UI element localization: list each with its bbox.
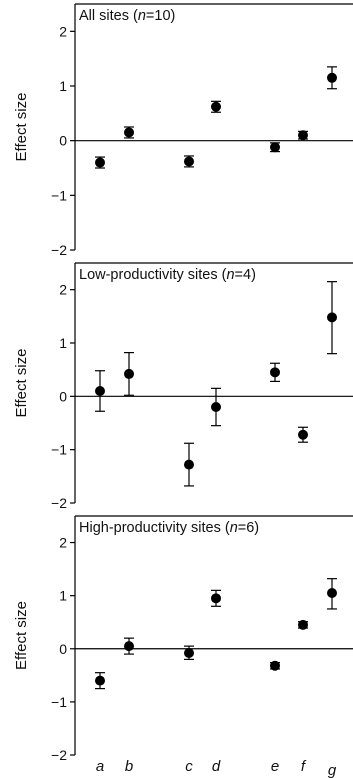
- data-point: [298, 619, 308, 630]
- data-point: [95, 386, 105, 396]
- x-category-label: c: [185, 758, 193, 775]
- data-point: [270, 367, 280, 378]
- data-point: [298, 130, 308, 141]
- data-point: [211, 593, 221, 604]
- data-point: [298, 429, 308, 440]
- x-category-label: e: [271, 758, 279, 775]
- data-point: [270, 142, 280, 153]
- data-point: [184, 156, 194, 167]
- data-point: [184, 459, 194, 470]
- data-point: [270, 660, 280, 671]
- y-tick-label: 0: [59, 388, 67, 404]
- y-axis-label: Effect size: [13, 349, 30, 418]
- x-category-label: f: [301, 758, 307, 775]
- data-point: [211, 101, 221, 112]
- panel-title: High-productivity sites (n=6): [79, 520, 259, 536]
- y-tick-label: 2: [59, 282, 67, 298]
- y-tick-label: 0: [59, 133, 67, 149]
- x-category-label: d: [212, 758, 221, 775]
- y-tick-label: −1: [51, 187, 67, 203]
- y-tick-label: 1: [59, 78, 67, 94]
- x-category-label: b: [125, 758, 133, 775]
- y-tick-label: −1: [51, 442, 67, 458]
- y-axis-label: Effect size: [13, 93, 30, 162]
- data-point: [95, 157, 105, 168]
- y-tick-label: −1: [51, 694, 67, 710]
- y-tick-label: 1: [59, 588, 67, 604]
- data-point: [124, 368, 134, 379]
- y-tick-label: 0: [59, 641, 67, 657]
- y-tick-label: −2: [51, 495, 67, 511]
- data-point: [211, 402, 221, 412]
- x-category-label: a: [96, 758, 104, 775]
- y-tick-label: 2: [59, 23, 67, 39]
- x-category-label: g: [328, 762, 337, 778]
- y-tick-label: −2: [51, 747, 67, 763]
- data-point: [327, 72, 337, 83]
- data-point: [124, 127, 134, 138]
- data-point: [184, 648, 194, 659]
- y-axis-label: Effect size: [13, 601, 30, 670]
- y-tick-label: −2: [51, 242, 67, 258]
- y-tick-label: 2: [59, 535, 67, 551]
- panel-title: Low-productivity sites (n=4): [79, 267, 256, 283]
- data-point: [124, 641, 134, 652]
- y-tick-label: 1: [59, 335, 67, 351]
- panel-title: All sites (n=10): [79, 8, 175, 24]
- data-point: [327, 588, 337, 599]
- data-point: [327, 312, 337, 323]
- data-point: [95, 675, 105, 686]
